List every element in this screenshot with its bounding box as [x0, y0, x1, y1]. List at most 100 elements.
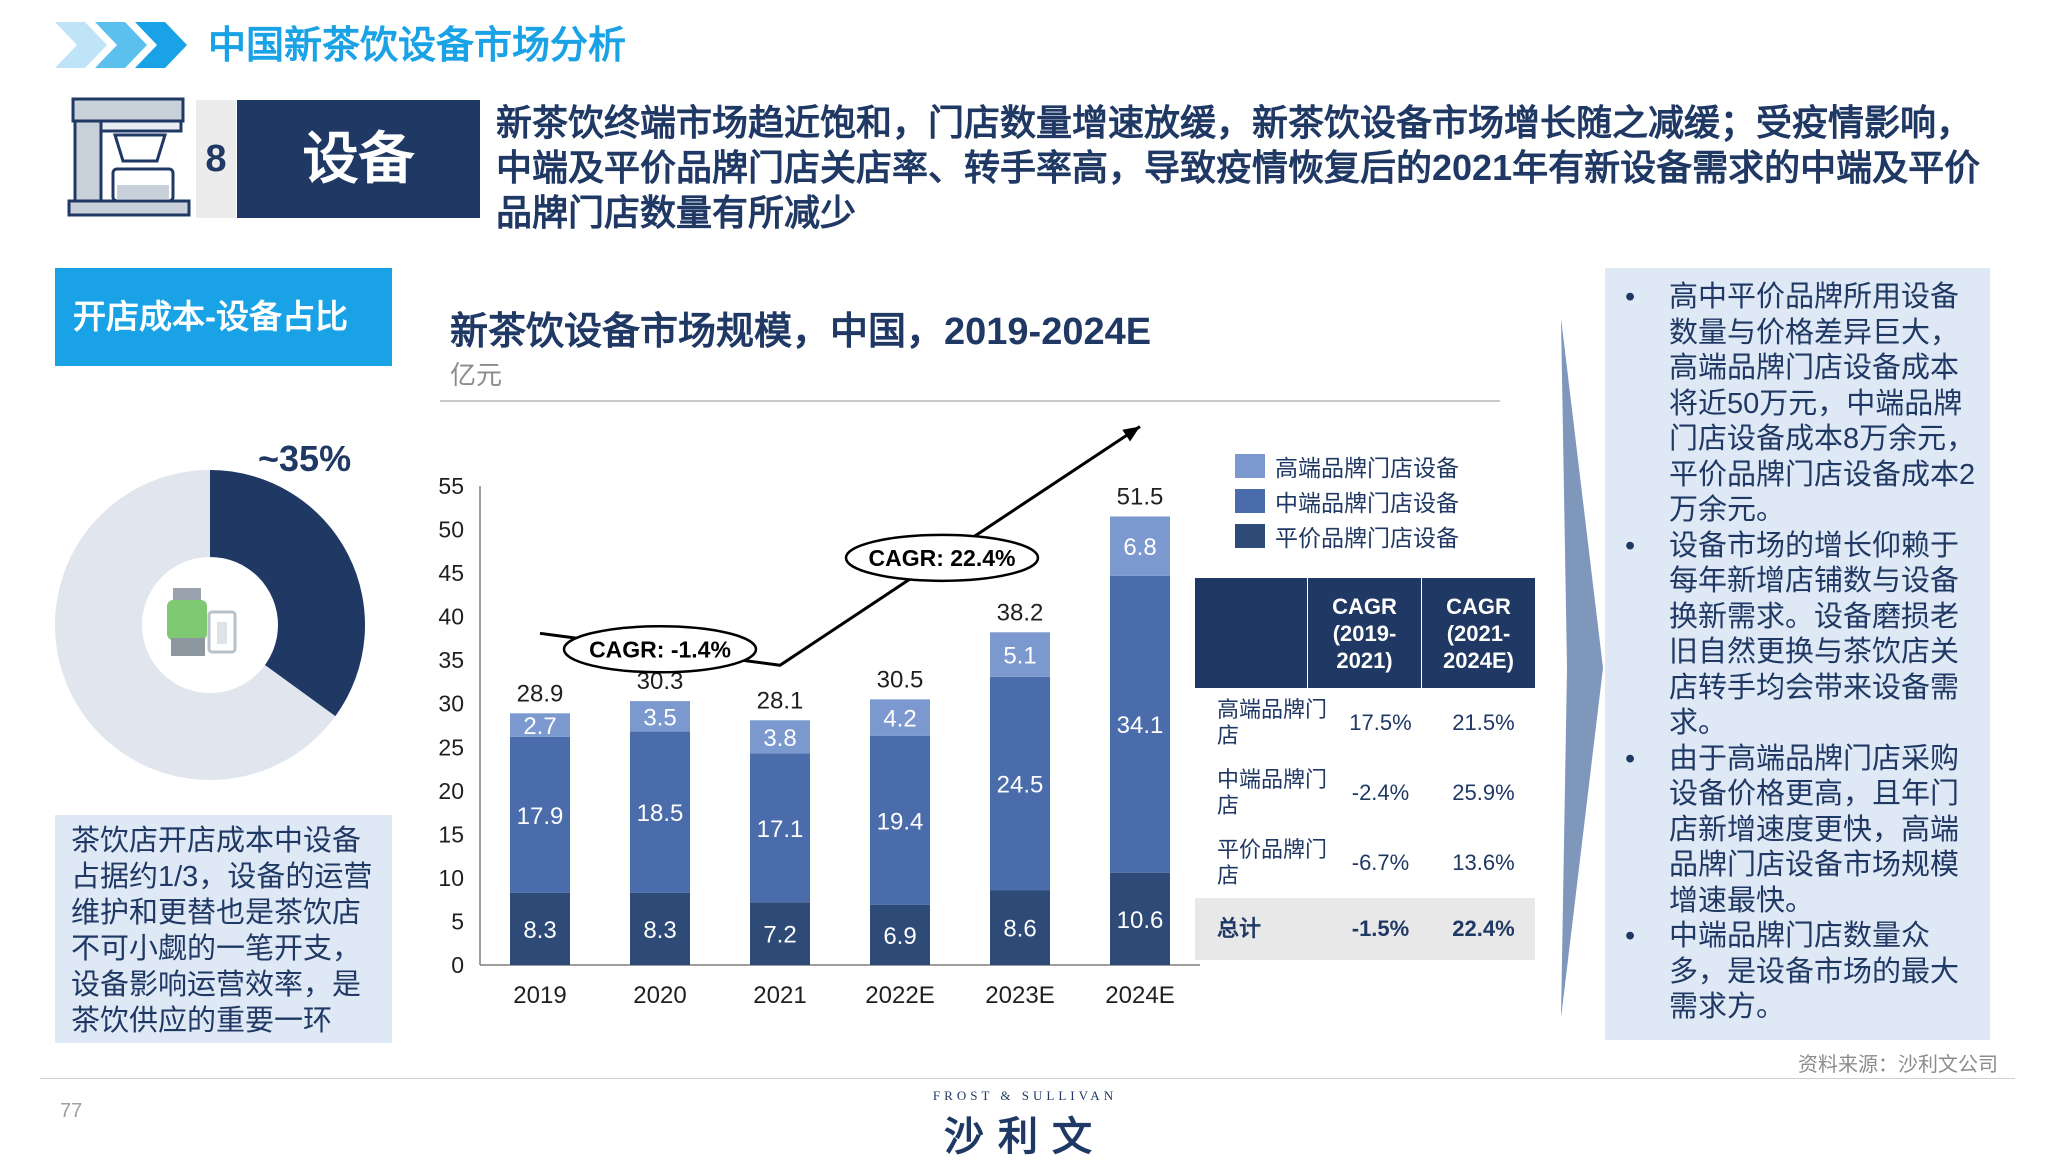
y-tick-label: 0 — [451, 952, 464, 978]
cagr-annotation: CAGR: -1.4% — [589, 636, 731, 662]
bar-total-label: 30.5 — [877, 666, 924, 693]
bar-total-label: 38.2 — [997, 599, 1044, 626]
row-value: 13.6% — [1452, 850, 1515, 875]
cagr-arrowhead-icon — [1122, 426, 1140, 442]
bar-segment — [750, 753, 810, 903]
legend-label-high: 高端品牌门店设备 — [1275, 454, 1459, 481]
table-row: 平价品牌门店 -6.7% 13.6% — [1195, 828, 1535, 898]
list-item: • 设备市场的增长仰赖于每年新增店铺数与设备换新需求。设备磨损老旧自然更换与茶饮店… — [1619, 529, 1978, 742]
bar-value-label: 3.5 — [643, 704, 676, 731]
bar-value-label: 24.5 — [997, 771, 1044, 798]
row-value: 21.5% — [1452, 710, 1515, 735]
chart-legend: 高端品牌门店设备 中端品牌门店设备 平价品牌门店设备 — [1235, 448, 1459, 553]
row-value: 25.9% — [1452, 780, 1515, 805]
bar-segment — [1110, 516, 1170, 576]
bar-total-label: 28.9 — [517, 680, 564, 707]
section-number: 8 — [196, 100, 236, 218]
x-tick-label: 2023E — [985, 982, 1054, 1009]
list-item: • 由于高端品牌门店采购设备价格更高，且年门店新增速度更快，高端品牌门店设备市场规… — [1619, 742, 1978, 920]
logo-chinese: 沙利文 — [944, 1115, 1106, 1159]
bar-value-label: 6.9 — [883, 923, 916, 950]
bar-segment — [630, 731, 690, 893]
equipment-cost-note: 茶饮店开店成本中设备占据约1/3，设备的运营维护和更替也是茶饮店不可小觑的一笔开… — [55, 815, 392, 1043]
donut-equipment-slice — [210, 470, 365, 717]
source-note: 资料来源：沙利文公司 — [1798, 1054, 1998, 1076]
bar-segment — [990, 890, 1050, 965]
footer-divider — [40, 1078, 2015, 1079]
bar-segment — [510, 736, 570, 893]
chevron-decoration-icon — [55, 22, 187, 68]
bullet-text: 高中平价品牌所用设备数量与价格差异巨大，高端品牌门店设备成本将近50万元，中端品… — [1669, 281, 1976, 526]
legend-item-high: 高端品牌门店设备 — [1235, 448, 1459, 483]
bar-segment — [510, 713, 570, 737]
row-value: 17.5% — [1349, 710, 1412, 735]
page-number: 77 — [60, 1100, 83, 1122]
cagr-bubble — [562, 625, 758, 674]
y-tick-label: 20 — [438, 778, 464, 804]
legend-label-mid: 中端品牌门店设备 — [1275, 489, 1459, 516]
bar-value-label: 10.6 — [1117, 907, 1164, 934]
bar-value-label: 7.2 — [763, 922, 796, 949]
cagr-bubble — [844, 533, 1040, 583]
cagr-header-blank — [1195, 578, 1307, 688]
bar-value-label: 2.7 — [523, 713, 556, 740]
chart-unit: 亿元 — [450, 360, 503, 390]
bar-total-label: 51.5 — [1117, 483, 1164, 510]
bar-value-label: 8.6 — [1003, 916, 1036, 943]
headline: 新茶饮终端市场趋近饱和，门店数量增速放缓，新茶饮设备市场增长随之减缓；受疫情影响… — [496, 102, 1981, 233]
y-tick-label: 55 — [438, 473, 464, 499]
x-tick-label: 2019 — [513, 982, 566, 1009]
title-divider — [440, 400, 1500, 402]
bar-value-label: 34.1 — [1117, 712, 1164, 739]
cagr-header-2019-2021: CAGR (2019-2021) — [1307, 578, 1421, 688]
bar-value-label: 19.4 — [877, 808, 924, 835]
bar-total-label: 28.1 — [757, 687, 804, 714]
bar-value-label: 8.3 — [523, 917, 556, 944]
x-tick-label: 2024E — [1105, 982, 1174, 1009]
cagr-table: CAGR (2019-2021) CAGR (2021-2024E) 高端品牌门… — [1195, 578, 1535, 960]
bar-segment — [870, 904, 930, 965]
cagr-table-header: CAGR (2019-2021) CAGR (2021-2024E) — [1195, 578, 1535, 688]
bar-segment — [630, 892, 690, 965]
legend-label-low: 平价品牌门店设备 — [1275, 524, 1459, 551]
cost-share-tab: 开店成本-设备占比 — [55, 268, 392, 366]
bar-segment — [990, 676, 1050, 891]
x-tick-label: 2021 — [753, 982, 806, 1009]
chart-title: 新茶饮设备市场规模，中国，2019-2024E — [450, 311, 1152, 353]
bar-segment — [750, 720, 810, 754]
legend-item-low: 平价品牌门店设备 — [1235, 518, 1459, 553]
y-tick-label: 25 — [438, 734, 464, 760]
coffee-machine-icon — [67, 97, 191, 217]
y-tick-label: 50 — [438, 517, 464, 543]
table-row: 中端品牌门店 -2.4% 25.9% — [1195, 758, 1535, 828]
y-tick-label: 40 — [438, 604, 464, 630]
donut-share-label: ~35% — [258, 438, 352, 479]
bar-segment — [630, 701, 690, 732]
total-value: 22.4% — [1452, 916, 1515, 941]
section-label: 设备 — [237, 100, 480, 218]
y-tick-label: 45 — [438, 560, 464, 586]
bar-value-label: 4.2 — [883, 706, 916, 733]
bullet-text: 由于高端品牌门店采购设备价格更高，且年门店新增速度更快，高端品牌门店设备市场规模… — [1669, 742, 1960, 917]
legend-item-mid: 中端品牌门店设备 — [1235, 483, 1459, 518]
equipment-share-donut — [55, 470, 365, 780]
x-tick-label: 2022E — [865, 982, 934, 1009]
bar-value-label: 6.8 — [1123, 534, 1156, 561]
cagr-annotation: CAGR: 22.4% — [869, 545, 1016, 571]
y-tick-label: 10 — [438, 865, 464, 891]
bar-value-label: 18.5 — [637, 800, 684, 827]
row-label: 中端品牌门店 — [1217, 767, 1328, 818]
bar-segment — [1110, 575, 1170, 873]
bar-segment — [870, 735, 930, 905]
list-item: • 中端品牌门店数量众多，是设备市场的最大需求方。 — [1619, 919, 1978, 1026]
market-size-chart: 0 5 10 15 20 25 30 35 40 45 50 55 8.3 17.9 2.7 28.9 2019… — [438, 425, 1200, 1009]
bar-segment — [870, 699, 930, 736]
bar-value-label: 8.3 — [643, 917, 676, 944]
y-tick-label: 30 — [438, 691, 464, 717]
row-value: -2.4% — [1351, 780, 1410, 805]
table-row-total: 总计 -1.5% 22.4% — [1195, 898, 1535, 960]
bar-segment — [510, 892, 570, 965]
juicer-icon — [167, 588, 237, 656]
bar-segment — [750, 902, 810, 965]
y-tick-label: 5 — [451, 908, 464, 934]
